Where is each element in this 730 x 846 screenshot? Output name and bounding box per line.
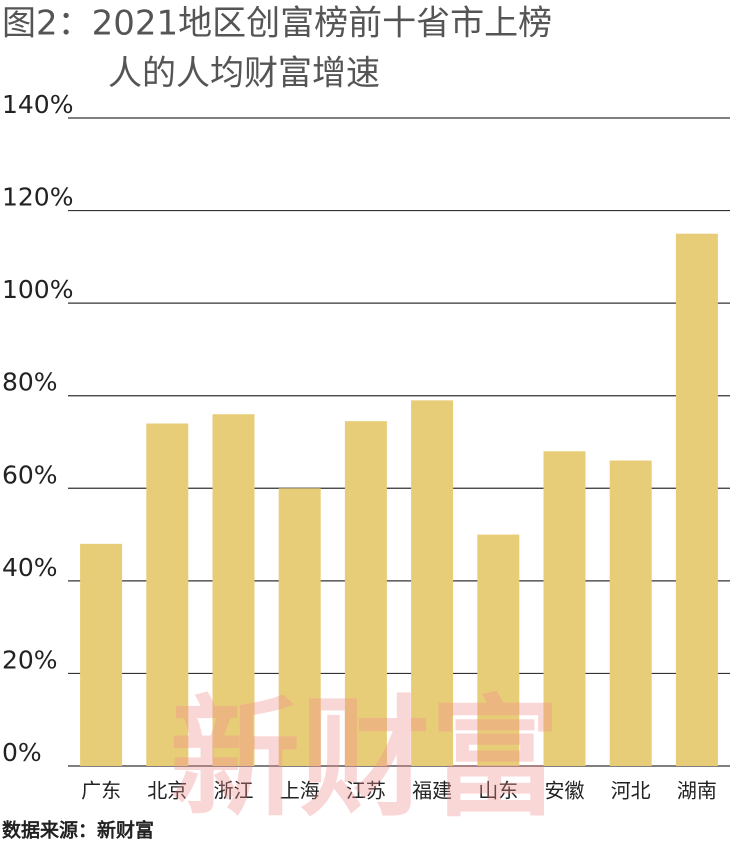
- y-tick-label: 80%: [2, 368, 58, 397]
- x-tick-label: 江苏: [346, 779, 386, 803]
- y-tick-label: 140%: [2, 90, 73, 119]
- y-tick-label: 20%: [2, 645, 58, 674]
- y-tick-label: 120%: [2, 183, 73, 212]
- x-tick-label: 湖南: [677, 779, 717, 803]
- x-tick-label: 北京: [147, 779, 187, 803]
- y-tick-label: 0%: [2, 738, 42, 767]
- y-tick-label: 40%: [2, 553, 58, 582]
- chart-title: 图2：2021地区创富榜前十省市上榜: [2, 4, 552, 44]
- bar: [609, 460, 652, 766]
- bar: [477, 534, 520, 766]
- bar: [543, 451, 586, 766]
- y-tick-label: 100%: [2, 275, 73, 304]
- x-tick-label: 安徽: [545, 779, 585, 803]
- bar: [212, 414, 255, 766]
- watermark: 新财富: [170, 682, 560, 835]
- x-tick-label: 广东: [81, 779, 121, 803]
- bar: [278, 488, 321, 766]
- x-tick-label: 河北: [611, 779, 651, 803]
- x-tick-label: 浙江: [214, 779, 254, 803]
- bar: [146, 423, 189, 766]
- x-tick-label: 山东: [478, 779, 518, 803]
- source: 数据来源：新财富: [2, 819, 154, 842]
- y-tick-label: 60%: [2, 460, 58, 489]
- bar: [411, 400, 454, 766]
- x-tick-label: 上海: [280, 779, 320, 803]
- bar: [80, 543, 123, 766]
- bar: [675, 233, 718, 766]
- chart-title: 人的人均财富增速: [108, 54, 380, 94]
- x-tick-label: 福建: [412, 779, 452, 803]
- bar: [344, 421, 387, 766]
